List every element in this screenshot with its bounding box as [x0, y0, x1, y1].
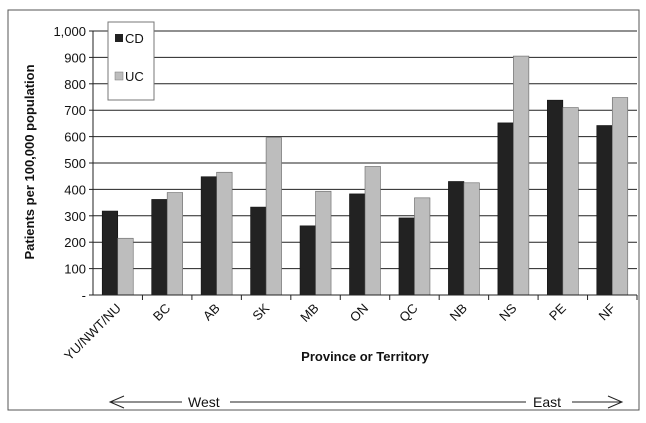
y-tick-label: 200: [64, 235, 86, 250]
bar-cd-bc: [151, 199, 168, 296]
bar-cd-ab: [200, 176, 217, 296]
right-arrow-head: [607, 395, 624, 409]
bar-uc-sk: [265, 137, 282, 296]
direction-label-west: West: [188, 394, 220, 410]
y-tick-label: 900: [64, 50, 86, 65]
bar-cd-nb: [448, 181, 465, 296]
y-tick-label: 800: [64, 77, 86, 92]
bar-cd-ns: [497, 122, 514, 296]
direction-indicator: West East: [108, 394, 624, 410]
y-tick-labels: - 100 200 300 400 500 600 700 800 900 1,000: [53, 24, 86, 303]
legend-label-uc: UC: [125, 69, 144, 84]
bar-cd-yu-nwt-nu: [101, 210, 119, 296]
y-axis-title: Patients per 100,000 population: [22, 64, 37, 259]
legend: CD UC: [107, 21, 155, 101]
bar-uc-ab: [216, 171, 233, 296]
legend-swatch-uc: [114, 71, 124, 81]
bar-cd-nf: [596, 125, 613, 296]
gridlines: [93, 30, 637, 270]
y-tick-label: 100: [64, 262, 86, 277]
bar-cd-mb: [299, 225, 316, 296]
bar-uc-ns: [513, 55, 530, 296]
y-tick-label: 700: [64, 103, 86, 118]
bars: [101, 55, 629, 296]
bar-uc-nf: [611, 97, 629, 296]
bar-cd-pe: [547, 99, 564, 296]
bar-cd-on: [349, 193, 366, 296]
legend-label-cd: CD: [125, 31, 144, 46]
bar-uc-on: [364, 166, 381, 296]
bar-cd-qc: [398, 217, 415, 296]
bar-uc-yu-nwt-nu: [117, 237, 134, 296]
bar-uc-pe: [562, 107, 579, 296]
left-arrow-head: [108, 395, 125, 409]
bar-cd-sk: [250, 206, 267, 296]
bar-uc-nb: [463, 182, 480, 296]
y-tick-label: 600: [64, 130, 86, 145]
x-axis-title: Province or Territory: [301, 349, 429, 364]
y-tick-label: 500: [64, 156, 86, 171]
bar-uc-bc: [166, 192, 183, 296]
y-tick-label: 1,000: [53, 24, 86, 39]
axes: [89, 30, 638, 300]
y-tick-label: 400: [64, 182, 86, 197]
legend-swatch-cd: [115, 34, 123, 42]
bar-uc-qc: [414, 197, 431, 296]
y-tick-label: -: [82, 288, 86, 303]
bar-uc-mb: [315, 190, 332, 296]
direction-label-east: East: [533, 394, 561, 410]
y-tick-label: 300: [64, 209, 86, 224]
